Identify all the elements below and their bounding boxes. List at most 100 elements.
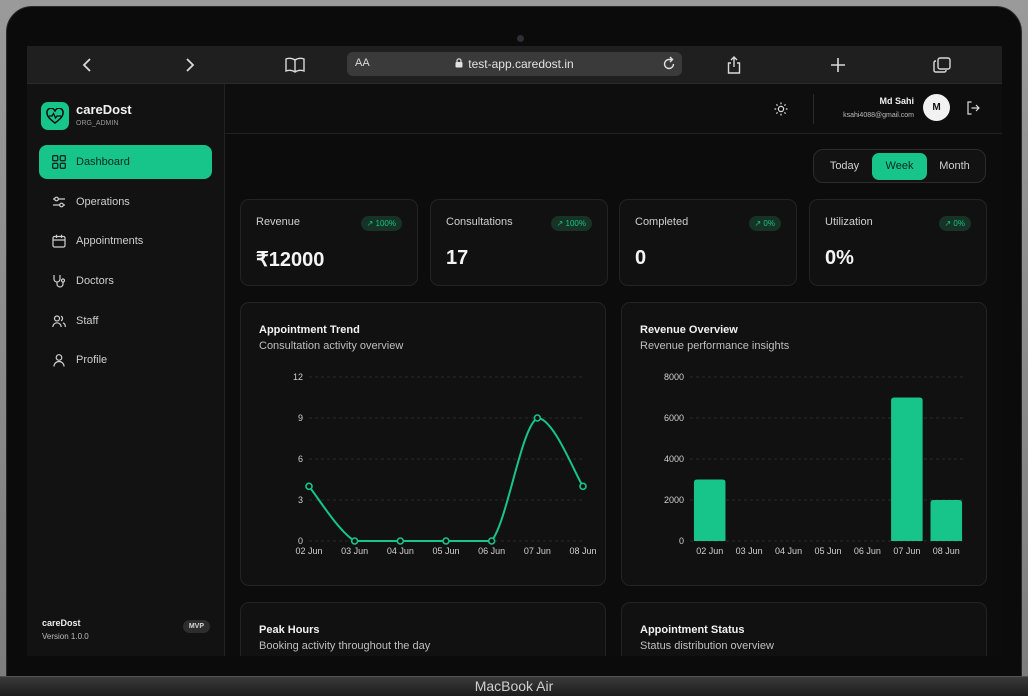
kpi-card-consultations: Consultations ↗ 100% 17 — [430, 199, 608, 286]
url-text: test-app.caredost.in — [468, 57, 574, 71]
back-icon[interactable] — [72, 46, 102, 84]
kpi-value: 0% — [825, 247, 854, 269]
sidebar-item-dashboard[interactable]: Dashboard — [39, 145, 212, 179]
brand-name: careDost — [76, 102, 132, 117]
logout-icon[interactable] — [963, 98, 983, 118]
card-title: Revenue Overview — [640, 324, 738, 336]
sidebar-item-label: Profile — [76, 354, 108, 367]
kpi-trend-badge: ↗ 100% — [360, 216, 402, 231]
range-month-button[interactable]: Month — [939, 160, 970, 172]
sidebar-item-staff[interactable]: Staff — [39, 304, 212, 338]
revenue-bar — [891, 397, 923, 541]
x-tick-label: 02 Jun — [696, 546, 723, 556]
kpi-label: Utilization — [825, 216, 873, 228]
users-icon — [51, 313, 67, 329]
range-today-button[interactable]: Today — [829, 160, 860, 172]
kpi-card-revenue: Revenue ↗ 100% ₹12000 — [240, 199, 418, 286]
sidebar-item-profile[interactable]: Profile — [39, 343, 212, 377]
trend-point — [533, 414, 542, 422]
mvp-badge: MVP — [182, 620, 210, 633]
x-tick-label: 04 Jun — [775, 546, 802, 556]
card-title: Appointment Status — [640, 624, 745, 636]
address-bar[interactable]: AA test-app.caredost.in — [347, 52, 682, 76]
trend-point — [579, 482, 587, 491]
browser-toolbar: AA test-app.caredost.in — [27, 46, 1002, 84]
y-tick-label: 9 — [298, 413, 303, 423]
sidebar: careDost ORG_ADMIN Dashboard Operations — [27, 84, 225, 656]
kpi-label: Consultations — [446, 216, 513, 228]
x-tick-label: 02 Jun — [295, 546, 322, 556]
revenue-overview-chart: 0 2000 4000 6000 8000 02 Jun 03 Jun 04 Jun 05 Ju… — [664, 372, 966, 556]
trend-point — [305, 482, 313, 491]
reload-icon[interactable] — [662, 55, 676, 74]
sidebar-footer: careDost Version 1.0.0 MVP — [42, 618, 210, 641]
x-tick-label: 08 Jun — [569, 546, 596, 556]
trend-point — [350, 537, 359, 545]
revenue-overview-card: Revenue Overview Revenue performance ins… — [621, 302, 987, 586]
text-size-button[interactable]: AA — [355, 57, 370, 69]
avatar[interactable]: M — [923, 94, 950, 121]
y-tick-label: 2000 — [664, 495, 684, 505]
trend-point — [487, 537, 496, 545]
card-subtitle: Booking activity throughout the day — [259, 640, 431, 652]
heart-pulse-icon — [41, 102, 69, 130]
tabs-overview-icon[interactable] — [927, 46, 957, 84]
x-tick-label: 05 Jun — [432, 546, 459, 556]
footer-version: Version 1.0.0 — [42, 632, 89, 641]
card-subtitle: Status distribution overview — [640, 640, 774, 652]
card-subtitle: Consultation activity overview — [259, 340, 404, 352]
x-tick-label: 06 Jun — [478, 546, 505, 556]
range-week-button[interactable]: Week — [872, 152, 927, 180]
y-tick-label: 6 — [298, 454, 303, 464]
x-tick-label: 03 Jun — [341, 546, 368, 556]
sidebar-item-label: Doctors — [76, 275, 114, 288]
brand-role: ORG_ADMIN — [76, 120, 119, 127]
revenue-bar — [930, 500, 963, 541]
trend-point — [396, 537, 405, 545]
top-header: Md Sahi ksahi4088@gmail.com M — [225, 84, 1002, 134]
user-icon — [51, 352, 67, 368]
footer-app-name: careDost — [42, 618, 81, 628]
calendar-icon — [51, 233, 67, 249]
x-tick-label: 04 Jun — [387, 546, 414, 556]
x-tick-label: 03 Jun — [736, 546, 763, 556]
lock-icon — [455, 57, 463, 71]
appointment-trend-chart: 0 3 6 9 12 02 Jun 03 Jun 04 Jun 05 Jun 06 Jun 07 J… — [293, 372, 597, 556]
laptop-base — [0, 676, 1028, 696]
share-icon[interactable] — [719, 46, 749, 84]
trend-line — [308, 416, 584, 542]
y-tick-label: 4000 — [664, 454, 684, 464]
sidebar-item-appointments[interactable]: Appointments — [39, 224, 212, 258]
sun-icon[interactable] — [771, 99, 791, 119]
bookmarks-icon[interactable] — [280, 46, 310, 84]
peak-hours-card: Peak Hours Booking activity throughout t… — [240, 602, 606, 656]
card-title: Appointment Trend — [259, 324, 360, 336]
sidebar-item-label: Dashboard — [76, 156, 130, 168]
y-tick-label: 0 — [298, 536, 303, 546]
card-title: Peak Hours — [259, 624, 320, 636]
sidebar-item-operations[interactable]: Operations — [39, 185, 212, 219]
y-tick-label: 3 — [298, 495, 303, 505]
sliders-icon — [51, 194, 67, 210]
device-label: MacBook Air — [474, 678, 554, 694]
x-tick-label: 08 Jun — [933, 546, 960, 556]
forward-icon[interactable] — [175, 46, 205, 84]
y-tick-label: 0 — [679, 536, 684, 546]
x-tick-label: 06 Jun — [854, 546, 881, 556]
sidebar-item-doctors[interactable]: Doctors — [39, 264, 212, 298]
sidebar-item-label: Staff — [76, 314, 99, 327]
revenue-bar — [693, 479, 726, 541]
kpi-trend-badge: ↗ 100% — [550, 216, 592, 231]
new-tab-icon[interactable] — [823, 46, 853, 84]
sidebar-item-label: Appointments — [76, 235, 144, 248]
user-email: ksahi4088@gmail.com — [843, 112, 914, 119]
kpi-card-utilization: Utilization ↗ 0% 0% — [809, 199, 987, 286]
grid-icon — [51, 154, 67, 170]
kpi-trend-badge: ↗ 0% — [938, 216, 971, 231]
x-tick-label: 05 Jun — [814, 546, 841, 556]
kpi-card-completed: Completed ↗ 0% 0 — [619, 199, 797, 286]
sidebar-item-label: Operations — [76, 195, 130, 208]
y-tick-label: 6000 — [664, 413, 684, 423]
kpi-value: 0 — [635, 247, 647, 269]
